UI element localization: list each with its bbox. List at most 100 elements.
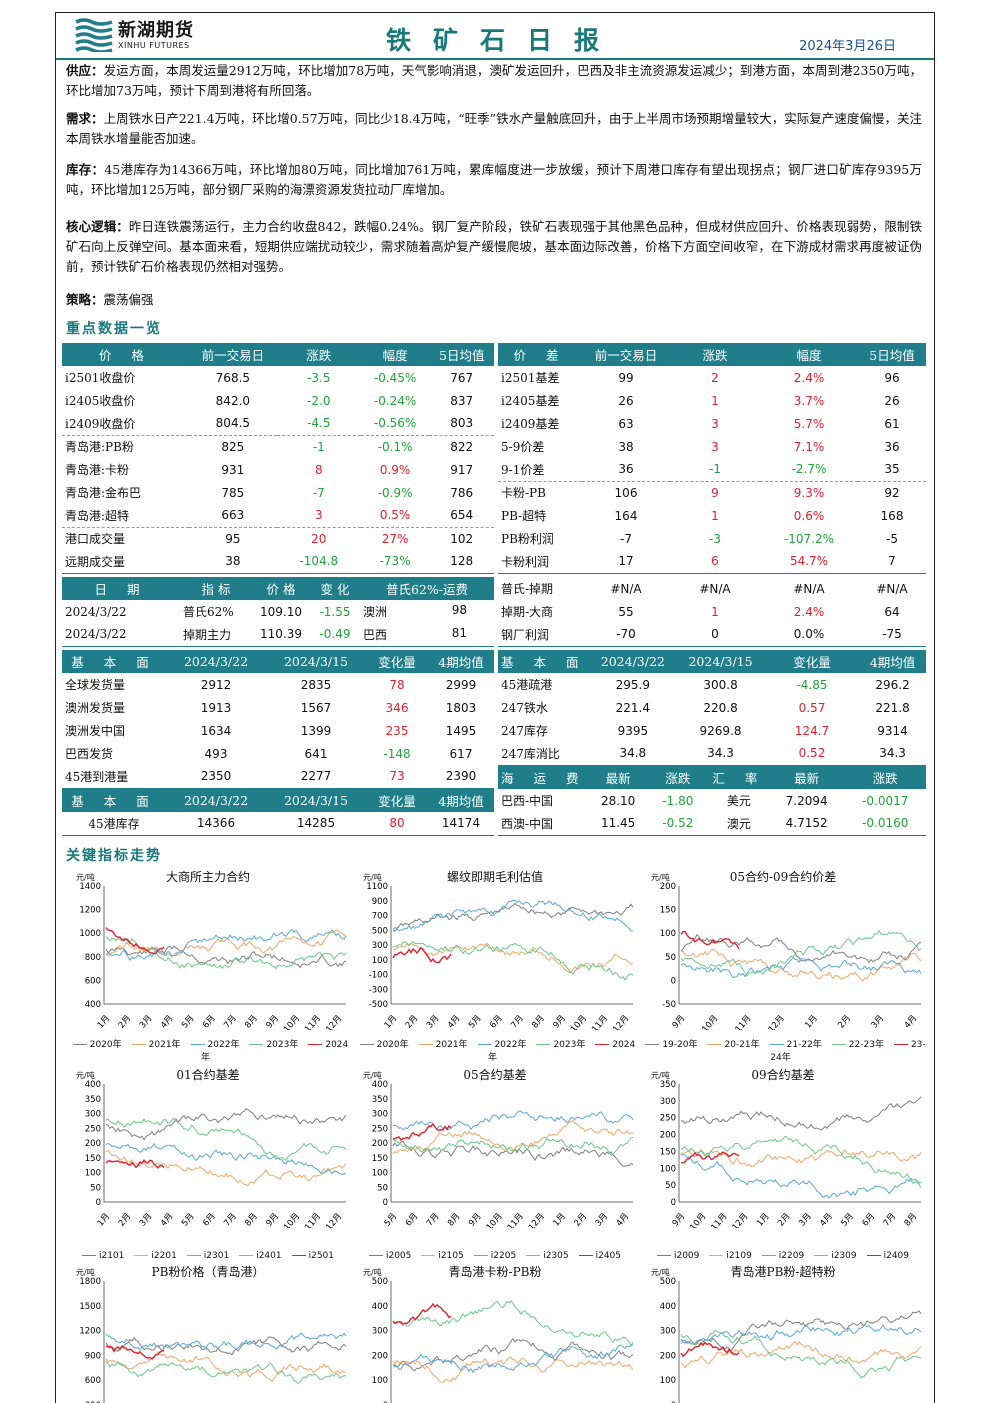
chart-plot: 400 350 300 250 200 150 100 50 0 1月 2月 3月 4月 5月 6月 7月 8月… [85, 1080, 347, 1228]
x-tick-label: 4月 [615, 1212, 632, 1228]
table-cell: 767 [450, 370, 474, 385]
table-cell: 1 [711, 604, 719, 619]
legend-swatch [709, 1254, 724, 1257]
table-cell: -4.85 [796, 677, 828, 692]
legend-item: 2024年 [488, 1040, 635, 1063]
x-tick-label: 11月 [733, 1014, 753, 1030]
legend-swatch [707, 1043, 722, 1046]
legend-label: 2023年 [553, 1040, 586, 1050]
legend-item: i2305 [526, 1251, 569, 1261]
x-tick-label: 5月 [839, 1212, 856, 1228]
legend-label: i2005 [385, 1251, 412, 1261]
chart-legend: i2009 i2109 i2209 i2309 i2409 [639, 1251, 927, 1261]
table-cell: 3.7% [793, 393, 825, 408]
x-tick-label: 4月 [903, 1014, 920, 1030]
x-tick-label: 11月 [303, 1212, 323, 1228]
table-cell: i2405收盘价 [65, 394, 136, 408]
x-tick-label: 4月 [446, 1014, 463, 1030]
table-cell: -107.2% [783, 531, 835, 546]
x-tick-label: 7月 [882, 1212, 899, 1228]
series-line [392, 1344, 634, 1374]
header-cell: 最新 [589, 766, 647, 789]
chart-title: PB粉价格（青岛港） [151, 1265, 265, 1279]
x-tick-label: 2月 [836, 1014, 853, 1030]
series-line [392, 1302, 452, 1326]
x-tick-label: 9月 [467, 1212, 484, 1228]
table-cell: 14366 [166, 812, 266, 836]
swap-table: 普氏-掉期 #N/A #N/A #N/A #N/A 掉期-大商 55 1 2.4% 64 钢厂利润 -… [498, 577, 926, 647]
table-cell: 164 [614, 508, 638, 523]
y-tick-label: 400 [372, 1302, 388, 1312]
series-line [105, 1149, 347, 1186]
table-cell: 澳洲发中国 [65, 724, 126, 738]
x-tick-label: 10月 [282, 1014, 302, 1030]
region-value: 98 [451, 603, 467, 617]
table-cell: 2024/3/22 [65, 604, 127, 619]
table-cell: -0.24% [373, 393, 417, 408]
x-tick-label: 5月 [467, 1014, 484, 1030]
x-tick-label: 10月 [485, 1212, 505, 1228]
table-cell: -1.80 [662, 793, 694, 808]
table-cell: 普氏-掉期 [501, 582, 554, 596]
table-row: PB粉利润 -7 -3 -107.2% -5 [498, 527, 926, 550]
legend-label: i2401 [256, 1251, 282, 1261]
table-cell: 9314 [877, 723, 908, 738]
chart-unit: 元/吨 [651, 873, 670, 882]
y-tick-label: 250 [660, 1114, 676, 1124]
legend-item: i2409 [866, 1251, 909, 1261]
x-tick-label: 6月 [404, 1212, 421, 1228]
table-cell: 钢厂利润 [498, 623, 582, 647]
chart-axis [103, 1281, 105, 1403]
legend-item: i2005 [368, 1251, 412, 1261]
series-line [105, 928, 347, 962]
table-cell: 28.10 [600, 793, 636, 808]
table-cell: 663 [188, 504, 277, 528]
legend-label: 22-23年 [848, 1040, 884, 1050]
table-cell: 38 [618, 439, 634, 454]
table-cell: #N/A [699, 581, 731, 596]
legend-swatch [418, 1043, 433, 1046]
table-cell: 2277 [266, 765, 366, 789]
y-tick-label: 50 [665, 1181, 676, 1191]
table-cell: -70 [582, 623, 670, 647]
legend-swatch [645, 1043, 660, 1046]
legend-item: i2301 [186, 1251, 229, 1261]
chart-plot: 350 300 250 200 150 100 50 0 9月 10月 11月 12月 1月 2月 3月 4月… [660, 1080, 922, 1228]
table-row: 全球发货量 2912 2835 78 2999 [62, 673, 494, 696]
trend-chart: 09合约基差 元/吨 350 300 250 200 150 100 50 0 9月 10月 11月 12… [639, 1066, 927, 1261]
header-cell: 2024/3/15 [266, 650, 366, 673]
table-cell: 6 [670, 550, 760, 574]
table-row: 45港到港量 2350 2277 73 2390 [62, 765, 494, 789]
table-cell: 0.0% [760, 623, 858, 647]
table-cell: 73 [366, 765, 428, 789]
legend-item: 2022年 [477, 1040, 526, 1050]
table-cell: i2409基差 [501, 417, 560, 431]
series-line [105, 1108, 347, 1141]
table-cell: 9395 [617, 723, 649, 738]
series-line [680, 930, 740, 950]
series-line [392, 1110, 634, 1131]
series-line [680, 1341, 740, 1358]
y-tick-label: 300 [85, 1110, 101, 1120]
legend-label: 2022年 [207, 1040, 240, 1050]
table-cell: 3 [711, 416, 719, 431]
chart-title: 09合约基差 [751, 1068, 815, 1082]
y-tick-label: 100 [372, 956, 388, 966]
y-tick-label: 150 [660, 1147, 676, 1157]
table-cell: 澳洲 98 [360, 600, 494, 623]
legend-item: i2109 [709, 1251, 752, 1261]
chart-legend: i2005 i2105 i2205 i2305 i2405 [351, 1251, 639, 1261]
table-cell: 巴西发货 [65, 747, 114, 761]
x-tick-label: 8月 [530, 1014, 547, 1030]
x-tick-label: 10月 [569, 1014, 589, 1030]
x-tick-label: 7月 [222, 1014, 239, 1030]
y-tick-label: 800 [85, 953, 101, 963]
table-cell: 7 [858, 550, 926, 574]
y-tick-label: 900 [85, 1351, 101, 1361]
table-cell: 931 [221, 462, 245, 477]
table-header: 基 本 面 2024/3/22 2024/3/15 变化量 4期均值 [62, 650, 494, 673]
chart-unit: 元/吨 [76, 1071, 95, 1080]
y-tick-label: 600 [85, 1376, 101, 1386]
table-cell: 55 [618, 604, 634, 619]
series-line [105, 1142, 347, 1176]
